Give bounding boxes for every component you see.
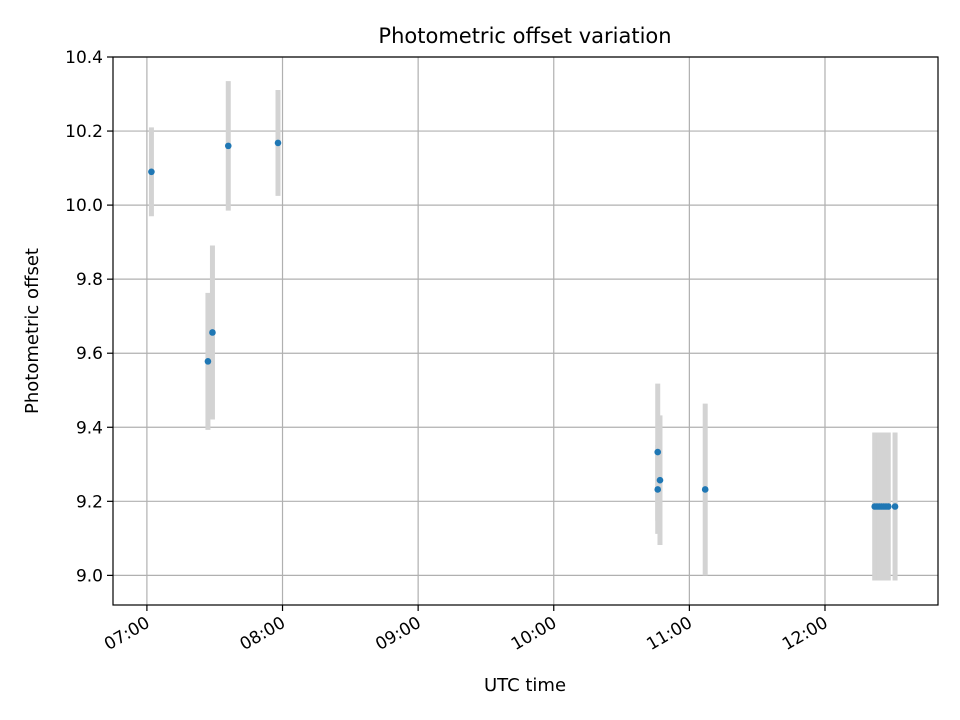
y-tick-label: 10.2 [65, 122, 103, 142]
y-tick-label: 9.4 [76, 418, 103, 438]
y-tick-label: 9.0 [76, 566, 103, 586]
plot-frame [112, 56, 939, 606]
data-point [274, 139, 282, 147]
data-point [701, 486, 709, 493]
data-point [656, 476, 664, 484]
x-axis-label: UTC time [484, 675, 566, 696]
y-tick-label: 10.4 [65, 48, 103, 68]
data-point [224, 142, 232, 150]
data-point [148, 168, 155, 176]
y-axis-ticks: 9.0 9.2 9.4 9.6 9.8 10.0 10.2 10.4 [65, 48, 113, 586]
data-point [209, 329, 216, 336]
data-points [148, 139, 899, 510]
chart-title: Photometric offset variation [378, 24, 671, 48]
data-point [884, 503, 892, 510]
data-point [654, 448, 662, 456]
y-tick-label: 9.8 [76, 270, 103, 290]
y-tick-label: 9.6 [76, 344, 103, 364]
y-tick-label: 9.2 [76, 492, 103, 512]
data-point [204, 358, 212, 365]
y-tick-label: 10.0 [65, 196, 103, 216]
y-axis-label: Photometric offset [22, 248, 43, 414]
data-point [654, 486, 662, 493]
data-point [891, 503, 899, 510]
